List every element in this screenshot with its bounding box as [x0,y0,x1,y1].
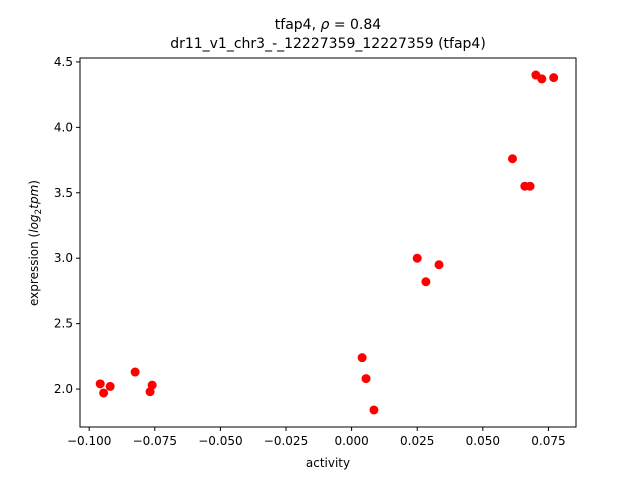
data-point [412,253,422,263]
x-tick-label: −0.100 [67,434,111,448]
y-tick-label: 3.0 [54,251,73,265]
chart-title-line2: dr11_v1_chr3_-_12227359_12227359 (tfap4) [170,36,486,52]
y-axis-label: expression (log2tpm) [27,180,44,306]
data-point [369,405,379,415]
data-point [95,379,105,389]
data-point [537,74,547,84]
data-point [99,388,109,398]
x-tick-label: −0.050 [198,434,242,448]
data-point [357,353,367,363]
chart-title-line1: tfap4, ρ = 0.84 [275,17,381,33]
data-point [105,381,115,391]
y-tick-label: 3.5 [54,186,73,200]
data-point [130,367,140,377]
y-tick-label: 4.5 [54,55,73,69]
data-point [361,374,371,384]
y-tick-label: 4.0 [54,120,73,134]
data-point [525,181,535,191]
x-tick-label: 0.075 [531,434,565,448]
y-tick-label: 2.0 [54,382,73,396]
x-tick-label: 0.050 [466,434,500,448]
data-point [434,260,444,270]
plot-area: −0.100 −0.075 −0.050 −0.025 0.000 0.025 0.050 0… [54,55,577,448]
x-tick-label: 0.000 [334,434,368,448]
x-tick-label: 0.025 [400,434,434,448]
x-tick-label: −0.075 [133,434,177,448]
data-point [421,277,431,287]
data-point [147,380,157,390]
data-point [507,154,517,164]
data-point [549,73,559,83]
y-tick-label: 2.5 [54,317,73,331]
x-tick-label: −0.025 [264,434,308,448]
x-axis-label: activity [306,456,350,470]
axes-frame [79,57,577,428]
